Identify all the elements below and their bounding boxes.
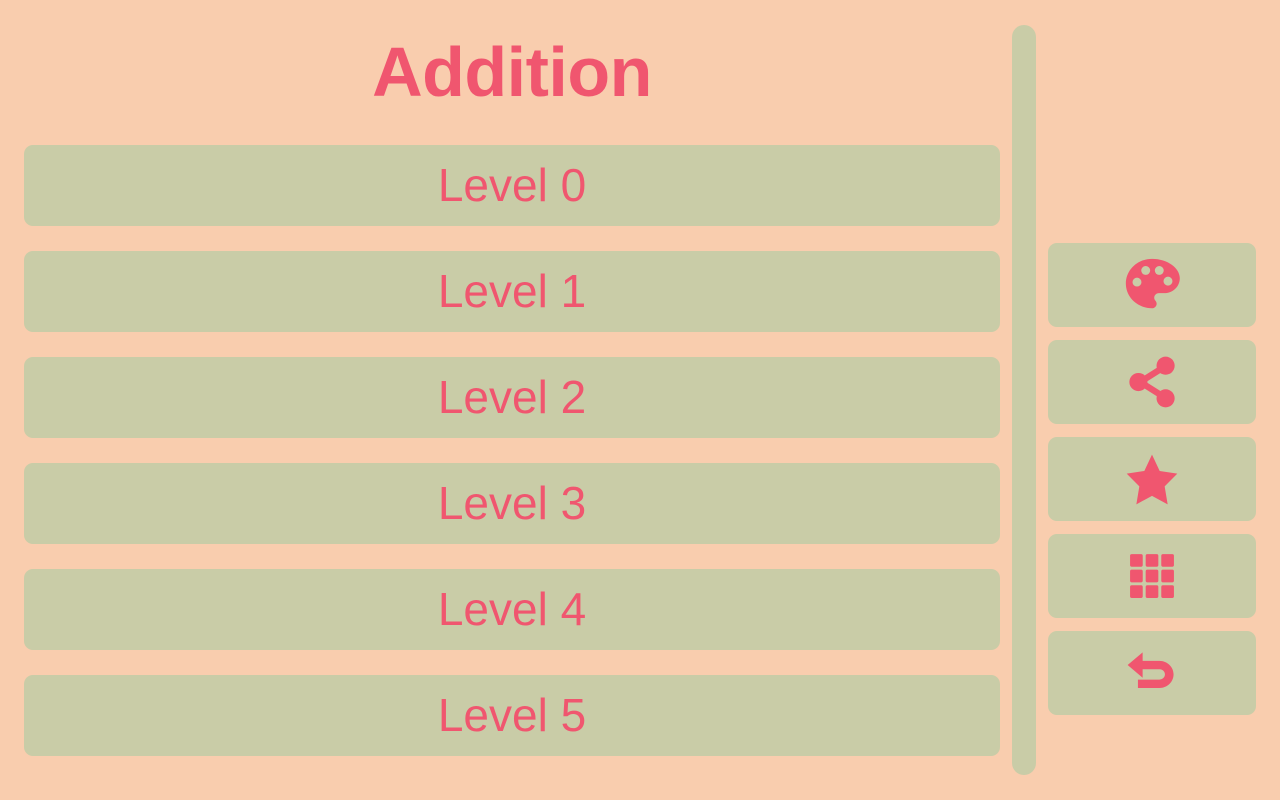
share-icon [1123,353,1181,411]
sidebar-item-back[interactable] [1048,631,1256,715]
level-button-1[interactable]: Level 1 [24,251,1000,332]
grid-apps-icon [1125,549,1179,603]
level-button-2[interactable]: Level 2 [24,357,1000,438]
palette-icon [1121,254,1183,316]
level-button-0[interactable]: Level 0 [24,145,1000,226]
icon-sidebar [1048,243,1256,728]
scrollbar-thumb[interactable] [1012,25,1036,775]
sidebar-item-more-apps[interactable] [1048,534,1256,618]
sidebar-item-share[interactable] [1048,340,1256,424]
scrollbar-track[interactable] [1012,25,1036,775]
level-select-panel: Addition Level 0 Level 1 Level 2 Level 3… [24,33,1000,781]
level-button-3[interactable]: Level 3 [24,463,1000,544]
level-list: Level 0 Level 1 Level 2 Level 3 Level 4 … [24,145,1000,781]
sidebar-item-theme[interactable] [1048,243,1256,327]
back-arrow-icon [1122,643,1182,703]
level-button-4[interactable]: Level 4 [24,569,1000,650]
page-title: Addition [372,33,652,111]
star-icon [1122,449,1182,509]
level-button-5[interactable]: Level 5 [24,675,1000,756]
sidebar-item-rate[interactable] [1048,437,1256,521]
